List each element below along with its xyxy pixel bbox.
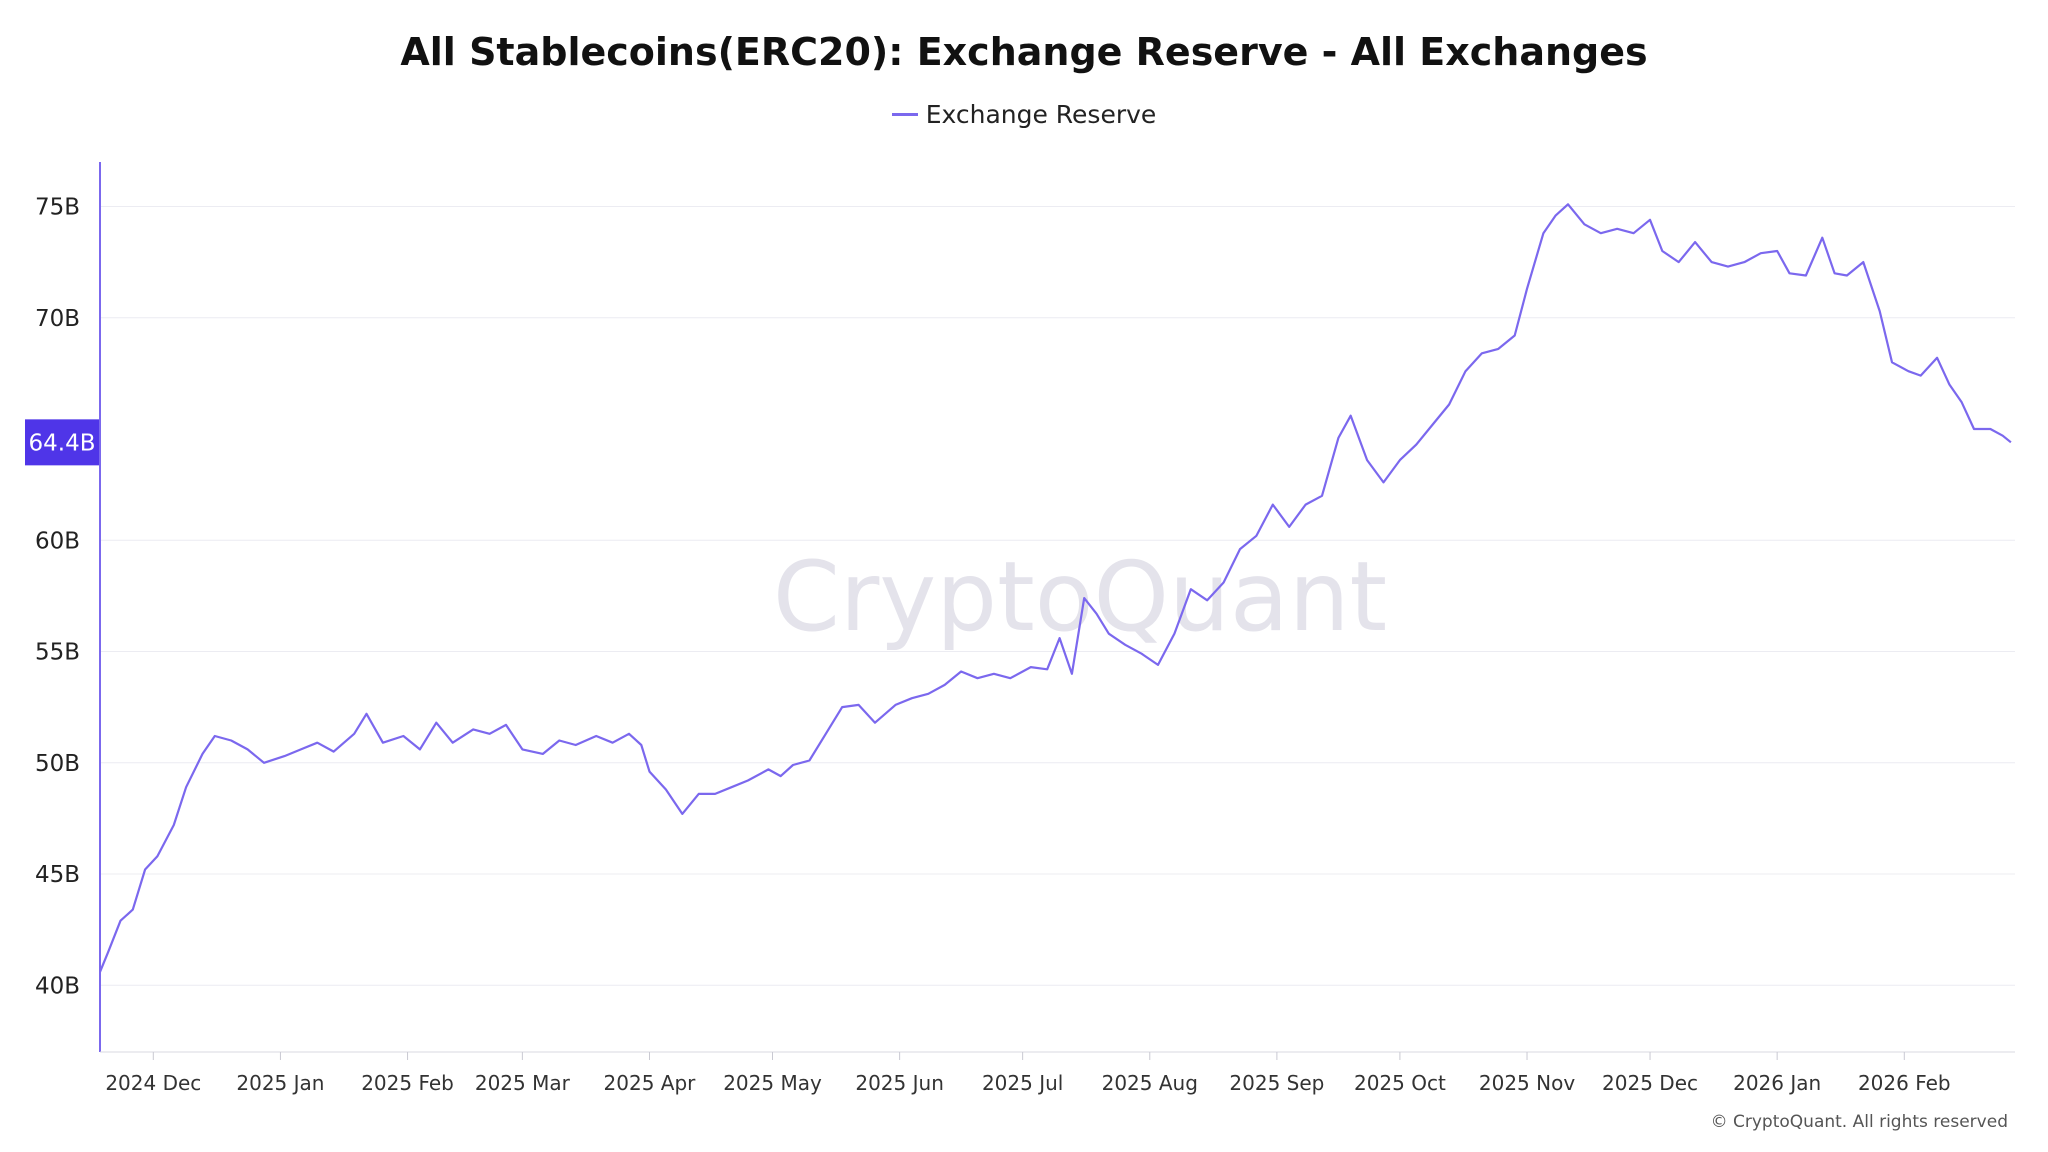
legend-swatch bbox=[891, 112, 918, 116]
series-line-exchange-reserve[interactable] bbox=[98, 203, 2012, 973]
x-tick-label: 2025 Oct bbox=[1354, 1071, 1446, 1095]
series-group bbox=[98, 203, 2012, 973]
x-tick-label: 2024 Dec bbox=[105, 1071, 201, 1095]
x-tick-label: 2025 Feb bbox=[361, 1071, 454, 1095]
y-axis-ticks: 40B 45B 50B 55B 60B 70B 75B bbox=[35, 195, 80, 1000]
y-tick-label: 40B bbox=[35, 973, 80, 999]
current-value-label: 64.4B bbox=[29, 430, 96, 456]
x-tick-label: 2025 Apr bbox=[604, 1071, 697, 1095]
watermark: CryptoQuant bbox=[773, 541, 1387, 653]
x-tick-label: 2025 May bbox=[723, 1071, 822, 1095]
chart-title: All Stablecoins(ERC20): Exchange Reserve… bbox=[400, 30, 1648, 74]
y-tick-label: 60B bbox=[35, 528, 80, 554]
x-tick-label: 2025 Jul bbox=[982, 1071, 1063, 1095]
x-tick-label: 2025 Sep bbox=[1229, 1071, 1324, 1095]
x-tick-label: 2025 Jan bbox=[236, 1071, 324, 1095]
x-tick-label: 2026 Feb bbox=[1858, 1071, 1951, 1095]
x-tick-label: 2025 Dec bbox=[1602, 1071, 1698, 1095]
x-tick-label: 2026 Jan bbox=[1733, 1071, 1821, 1095]
chart-legend[interactable]: Exchange Reserve bbox=[0, 100, 2048, 129]
y-tick-label: 50B bbox=[35, 751, 80, 777]
legend-label: Exchange Reserve bbox=[925, 100, 1157, 129]
x-tick-label: 2025 Jun bbox=[855, 1071, 944, 1095]
x-tick-label: 2025 Mar bbox=[475, 1071, 571, 1095]
copyright-notice: © CryptoQuant. All rights reserved bbox=[1710, 1112, 2008, 1132]
current-value-badge: 64.4B bbox=[25, 419, 99, 466]
grid-lines bbox=[100, 206, 2015, 986]
x-tick-label: 2025 Aug bbox=[1102, 1071, 1198, 1095]
x-axis-ticks: 2024 Dec 2025 Jan 2025 Feb 2025 Mar 2025 Apr… bbox=[105, 1052, 1951, 1095]
x-tick-label: 2025 Nov bbox=[1479, 1071, 1575, 1095]
current-value-badge-bg bbox=[25, 419, 99, 466]
y-tick-label: 55B bbox=[35, 640, 80, 666]
y-tick-label: 70B bbox=[35, 306, 80, 332]
y-tick-label: 75B bbox=[35, 195, 80, 221]
y-tick-label: 45B bbox=[35, 862, 80, 888]
